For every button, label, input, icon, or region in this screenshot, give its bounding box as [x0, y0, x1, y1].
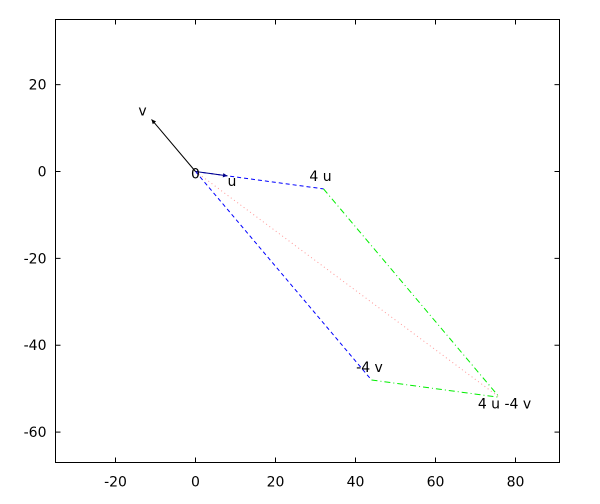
- vector-v: [151, 119, 196, 172]
- segment-origin-to-sum: [195, 171, 500, 398]
- vector-u: [195, 171, 228, 177]
- axis-ticks: -20 0 20 40 60 80 20 0 -20 -40 -60: [24, 19, 560, 491]
- point-label: 4 u -4 v: [478, 396, 531, 412]
- x-tick-label: 0: [191, 475, 200, 491]
- x-tick-label: 20: [267, 475, 285, 491]
- y-tick-label: 20: [29, 78, 47, 94]
- x-tick-label: 40: [347, 475, 365, 491]
- x-tick-label: 60: [427, 475, 445, 491]
- point-label: 4 u: [309, 169, 331, 185]
- point-label: v: [138, 103, 146, 119]
- point-labels: 0 u v 4 u -4 v 4 u -4 v: [138, 103, 531, 412]
- y-tick-label: -20: [24, 251, 47, 267]
- segment-minus-4v-to-sum: [371, 379, 500, 398]
- segment-4u-to-sum: [323, 188, 500, 398]
- y-tick-label: -40: [24, 338, 47, 354]
- y-tick-label: -60: [24, 425, 47, 441]
- point-label: 0: [191, 167, 200, 183]
- vector-u-arrowhead: [222, 173, 228, 178]
- vector-v-arrowhead: [151, 119, 157, 125]
- y-tick-label: 0: [38, 165, 47, 181]
- segment-origin-to-minus-4v: [195, 171, 372, 381]
- plot-frame: [55, 19, 560, 463]
- x-tick-label: 80: [507, 475, 525, 491]
- data-lines: [151, 119, 500, 398]
- point-label: u: [228, 174, 237, 190]
- x-tick-label: -20: [104, 475, 127, 491]
- point-label: -4 v: [356, 360, 383, 376]
